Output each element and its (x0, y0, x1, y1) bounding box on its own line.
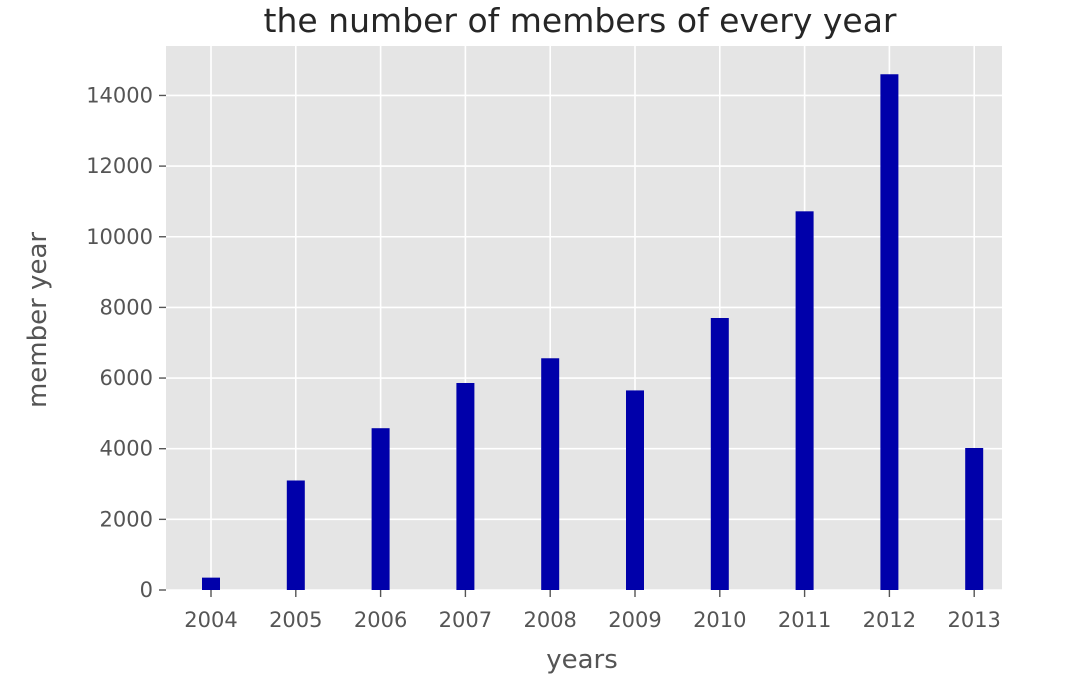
x-axis-label: years (546, 645, 618, 675)
y-tick-label: 8000 (100, 295, 153, 319)
bar-2011 (795, 211, 814, 591)
y-tick-label: 6000 (100, 366, 153, 390)
x-tick-label: 2005 (269, 608, 322, 632)
bar-2012 (880, 74, 899, 590)
y-tick-label: 4000 (100, 437, 153, 461)
y-axis-label: member year (23, 232, 53, 408)
chart-title: the number of members of every year (264, 1, 897, 40)
x-tick-label: 2012 (863, 608, 916, 632)
y-tick-label: 10000 (86, 225, 153, 249)
bar-2005 (286, 480, 305, 590)
bar-2007 (456, 382, 475, 590)
x-tick-label: 2007 (439, 608, 492, 632)
bar-2009 (626, 390, 644, 590)
x-tick-label: 2009 (608, 608, 661, 632)
y-axis-ticks: 0 2000 4000 6000 8000 10000 12000 14000 (86, 83, 166, 602)
x-tick-label: 2013 (947, 608, 1000, 632)
bar-2004 (202, 577, 220, 590)
bars (202, 74, 984, 591)
bar-2010 (710, 318, 729, 590)
y-tick-label: 12000 (86, 154, 153, 178)
x-tick-label: 2008 (523, 608, 576, 632)
y-tick-label: 14000 (86, 83, 153, 107)
x-tick-label: 2011 (778, 608, 831, 632)
x-axis-ticks: 2004 2005 2006 2007 2008 2009 2010 2011 2012 2013 (184, 590, 1001, 632)
y-tick-label: 0 (140, 578, 153, 602)
bar-2013 (965, 447, 984, 590)
y-tick-label: 2000 (100, 507, 153, 531)
x-tick-label: 2004 (184, 608, 237, 632)
bar-2008 (541, 358, 560, 590)
x-tick-label: 2006 (354, 608, 407, 632)
bar-2006 (371, 428, 390, 590)
plot-area (166, 46, 1002, 590)
x-tick-label: 2010 (693, 608, 746, 632)
